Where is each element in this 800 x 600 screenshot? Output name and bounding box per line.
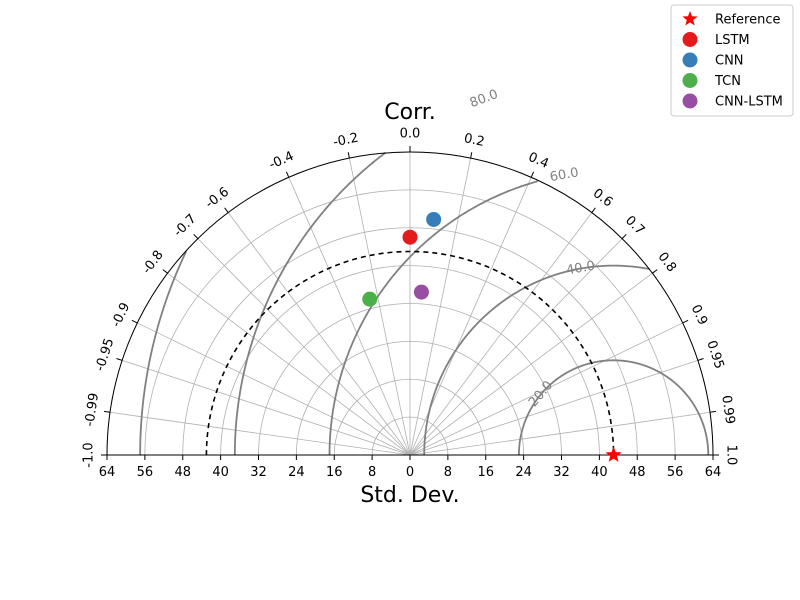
std-tick-label: 24 bbox=[515, 465, 532, 480]
grid-layer bbox=[106, 151, 714, 456]
x-axis-label: Std. Dev. bbox=[360, 483, 459, 508]
std-tick-label: 16 bbox=[477, 465, 494, 480]
corr-tick-label: -0.9 bbox=[109, 300, 134, 329]
corr-tick-mark bbox=[697, 358, 704, 361]
corr-grid-line bbox=[349, 158, 411, 456]
rmse-contour bbox=[139, 250, 188, 456]
corr-tick-label: 0.99 bbox=[718, 394, 737, 425]
rmse-contour-label: 60.0 bbox=[549, 165, 580, 185]
data-point-cnn-lstm bbox=[413, 284, 429, 300]
std-tick-label: 32 bbox=[250, 465, 267, 480]
std-tick-label: 48 bbox=[174, 465, 191, 480]
std-tick-label: 24 bbox=[288, 465, 305, 480]
corr-grid-line bbox=[227, 212, 411, 456]
corr-tick-mark bbox=[224, 207, 229, 213]
corr-tick-label: 0.9 bbox=[688, 303, 711, 328]
corr-tick-label: 0.6 bbox=[590, 186, 616, 210]
legend: Reference LSTM CNN TCN CNN-LSTM bbox=[670, 4, 794, 117]
std-tick-label: 0 bbox=[406, 465, 414, 480]
data-point-tcn bbox=[362, 291, 378, 307]
corr-grid-line bbox=[409, 158, 471, 456]
std-tick-label: 40 bbox=[591, 465, 608, 480]
legend-marker-cnn bbox=[682, 52, 698, 68]
corr-tick-label: -0.99 bbox=[82, 392, 102, 427]
legend-label: LSTM bbox=[715, 33, 750, 48]
corr-grid-line bbox=[122, 360, 411, 456]
corr-grid-line bbox=[409, 238, 623, 456]
corr-tick-mark bbox=[193, 233, 199, 239]
corr-grid-line bbox=[197, 238, 411, 456]
std-tick-label: 56 bbox=[667, 465, 684, 480]
corr-tick-mark bbox=[530, 171, 535, 178]
corr-tick-label: 0.4 bbox=[526, 150, 551, 172]
corr-tick-mark bbox=[162, 269, 168, 274]
legend-label: CNN-LSTM bbox=[715, 95, 783, 110]
corr-tick-mark bbox=[709, 410, 716, 413]
corr-tick-label: -0.6 bbox=[203, 185, 232, 212]
std-tick-label: 56 bbox=[137, 465, 154, 480]
corr-tick-label: 0.0 bbox=[400, 127, 421, 142]
std-tick-label: 64 bbox=[705, 465, 722, 480]
std-tick-label: 8 bbox=[444, 465, 452, 480]
rmse-contour bbox=[328, 180, 538, 456]
legend-marker-cnn-lstm bbox=[682, 93, 698, 109]
corr-grid-line bbox=[409, 360, 698, 456]
rmse-contour bbox=[423, 264, 650, 456]
legend-marker-reference bbox=[682, 11, 698, 26]
corr-tick-mark bbox=[104, 410, 111, 413]
corr-tick-label: -0.8 bbox=[140, 248, 167, 277]
corr-tick-mark bbox=[131, 319, 138, 324]
corr-grid-line bbox=[409, 272, 653, 456]
legend-marker-tcn bbox=[682, 73, 698, 88]
data-point-cnn bbox=[426, 211, 442, 227]
corr-tick-label: -1.0 bbox=[82, 442, 97, 467]
corr-tick-mark bbox=[116, 358, 123, 361]
corr-tick-label: 1.0 bbox=[724, 445, 739, 466]
corr-grid-line bbox=[137, 322, 411, 456]
chart-title: Corr. bbox=[384, 100, 436, 125]
rmse-contour-label: 80.0 bbox=[468, 87, 500, 111]
corr-grid-line bbox=[409, 411, 711, 456]
std-tick-label: 8 bbox=[368, 465, 376, 480]
corr-tick-label: 0.2 bbox=[463, 131, 486, 150]
legend-label: CNN bbox=[715, 54, 744, 69]
corr-grid-line bbox=[109, 411, 411, 456]
rmse-contour-label: 40.0 bbox=[565, 259, 596, 279]
rmse-contour bbox=[517, 359, 710, 456]
std-tick-label: 40 bbox=[212, 465, 229, 480]
reference-star-marker bbox=[605, 446, 622, 462]
reference-std-circle bbox=[205, 250, 615, 456]
corr-tick-mark bbox=[621, 233, 627, 239]
point-layer bbox=[362, 211, 622, 462]
legend-marker-lstm bbox=[682, 32, 698, 47]
corr-grid-line bbox=[409, 212, 593, 456]
corr-tick-mark bbox=[652, 269, 658, 274]
legend-box bbox=[670, 4, 794, 117]
corr-tick-mark bbox=[682, 319, 689, 324]
rmse-contour bbox=[233, 151, 387, 456]
corr-grid-line bbox=[288, 177, 411, 456]
corr-tick-mark bbox=[285, 171, 290, 178]
corr-tick-label: 0.8 bbox=[655, 250, 679, 276]
corr-tick-mark bbox=[470, 152, 473, 159]
corr-tick-label: -0.2 bbox=[332, 131, 360, 151]
std-tick-label: 32 bbox=[553, 465, 570, 480]
data-point-lstm bbox=[402, 229, 418, 245]
corr-tick-label: -0.95 bbox=[93, 336, 118, 373]
std-tick-label: 48 bbox=[629, 465, 646, 480]
corr-tick-mark bbox=[591, 207, 596, 213]
std-tick-label: 64 bbox=[99, 465, 116, 480]
legend-label: TCN bbox=[714, 74, 741, 89]
corr-grid-line bbox=[167, 272, 411, 456]
corr-tick-label: 0.95 bbox=[703, 339, 726, 371]
corr-tick-label: -0.4 bbox=[267, 149, 296, 173]
std-tick-label: 16 bbox=[326, 465, 343, 480]
legend-label: Reference bbox=[715, 13, 780, 28]
corr-tick-mark bbox=[347, 152, 350, 159]
